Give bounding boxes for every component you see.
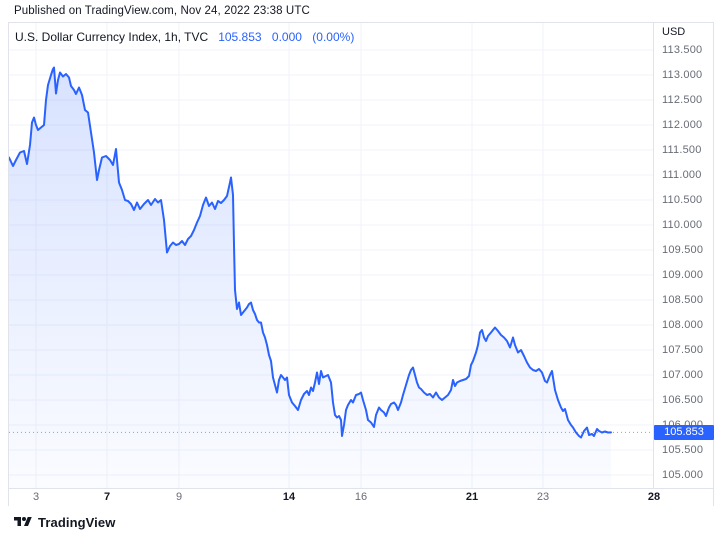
price-tick-label: 108.500 — [662, 294, 704, 306]
tradingview-brand-link[interactable]: TradingView — [38, 514, 116, 530]
quote-values: 105.853 0.000 (0.00%) — [218, 30, 354, 44]
currency-label: USD — [662, 26, 686, 38]
date-tick-label: 28 — [647, 491, 661, 503]
date-tick-label: 14 — [282, 491, 296, 503]
date-tick-label: 7 — [103, 491, 111, 503]
price-tick-label: 112.500 — [662, 94, 703, 106]
price-chart-svg — [9, 23, 653, 488]
price-tick-label: 110.500 — [662, 194, 703, 206]
date-tick-label: 16 — [354, 491, 368, 503]
date-tick-label: 9 — [175, 491, 183, 503]
price-tick-label: 113.500 — [662, 44, 703, 56]
chart-plot-area[interactable]: U.S. Dollar Currency Index, 1h, TVC 105.… — [9, 23, 653, 488]
tradingview-logo-icon — [14, 517, 32, 526]
time-scale[interactable]: 3 7 9 14 16 21 23 28 — [9, 488, 713, 506]
price-tick-label: 106.500 — [662, 394, 704, 406]
price-tick-label: 105.500 — [662, 444, 704, 456]
symbol-title: U.S. Dollar Currency Index, 1h, TVC — [15, 30, 209, 44]
price-tick-label: 109.000 — [662, 269, 704, 281]
price-tick-label: 105.000 — [662, 469, 704, 481]
last-price-tag: 105.853 — [654, 424, 714, 440]
price-line — [9, 66, 612, 439]
price-tick-label: 109.500 — [662, 244, 704, 256]
quote-change: 0.000 — [271, 30, 302, 44]
chart-widget: U.S. Dollar Currency Index, 1h, TVC 105.… — [8, 22, 714, 506]
published-caption: Published on TradingView.com, Nov 24, 20… — [14, 5, 310, 17]
price-tick-label: 110.000 — [662, 219, 703, 231]
area-fill — [9, 67, 611, 488]
footer: TradingView — [14, 512, 115, 532]
quote-change-percent: (0.00%) — [312, 30, 355, 44]
price-tick-label: 112.000 — [662, 119, 703, 131]
price-tick-label: 107.000 — [662, 369, 704, 381]
chart-legend: U.S. Dollar Currency Index, 1h, TVC 105.… — [15, 28, 354, 46]
price-tick-label: 111.000 — [662, 169, 702, 181]
price-tick-label: 108.000 — [662, 319, 704, 331]
price-tick-label: 111.500 — [662, 144, 702, 156]
quote-last-price: 105.853 — [218, 30, 262, 44]
price-tick-label: 113.000 — [662, 69, 703, 81]
price-scale[interactable]: USD 105.853 113.500 113.000 112.500 112.000… — [653, 23, 714, 488]
price-tick-label: 107.500 — [662, 344, 704, 356]
date-tick-label: 23 — [536, 491, 550, 503]
date-tick-label: 21 — [465, 491, 479, 503]
date-tick-label: 3 — [32, 491, 40, 503]
